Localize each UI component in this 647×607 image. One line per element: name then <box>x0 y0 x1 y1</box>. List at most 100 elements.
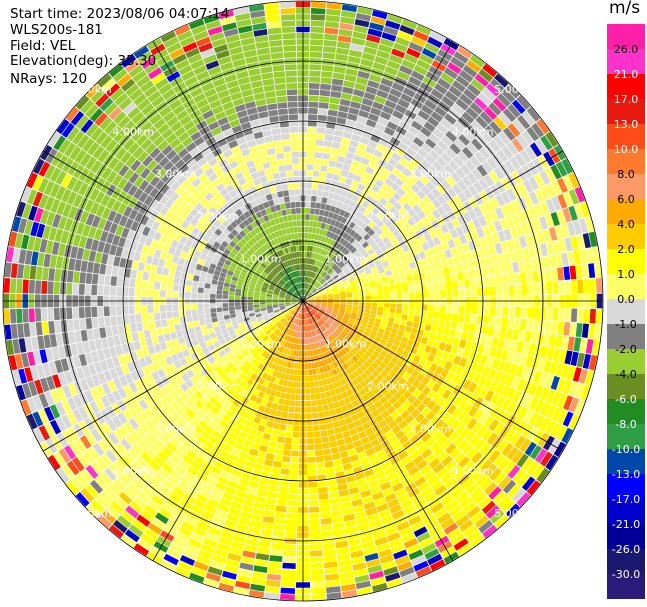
velocity-gate <box>84 199 95 213</box>
velocity-gate <box>314 437 322 444</box>
velocity-gate <box>308 369 313 376</box>
velocity-gate <box>315 139 324 147</box>
velocity-gate <box>198 549 213 560</box>
velocity-gate <box>295 394 301 401</box>
velocity-gate <box>594 324 602 340</box>
velocity-gate <box>22 203 32 219</box>
velocity-gate <box>299 307 302 313</box>
velocity-gate <box>79 435 92 449</box>
velocity-gate <box>68 205 78 220</box>
velocity-gate <box>489 121 502 135</box>
velocity-gate <box>262 516 275 524</box>
velocity-gate <box>479 236 489 248</box>
velocity-gate <box>319 423 327 431</box>
velocity-gate <box>441 241 450 251</box>
velocity-gate <box>287 494 298 501</box>
velocity-gate <box>295 305 300 311</box>
velocity-gate <box>103 348 112 360</box>
velocity-gate <box>70 246 79 259</box>
velocity-gate <box>320 203 326 210</box>
velocity-gate <box>223 346 231 354</box>
velocity-gate <box>399 566 415 578</box>
velocity-gate <box>360 103 372 113</box>
velocity-gate <box>310 208 315 215</box>
velocity-gate <box>92 442 105 457</box>
velocity-gate <box>424 99 437 111</box>
velocity-gate <box>239 259 247 265</box>
velocity-gate <box>347 422 356 430</box>
velocity-gate <box>181 520 195 532</box>
velocity-gate <box>222 374 230 382</box>
velocity-gate <box>364 340 372 347</box>
velocity-gate <box>131 332 139 342</box>
velocity-gate <box>462 322 470 332</box>
velocity-gate <box>137 439 149 451</box>
velocity-gate <box>306 425 313 432</box>
velocity-gate <box>471 451 483 464</box>
velocity-gate <box>115 442 127 455</box>
velocity-gate <box>488 276 496 286</box>
velocity-gate <box>356 280 363 285</box>
velocity-gate <box>372 350 380 358</box>
velocity-gate <box>284 299 291 301</box>
velocity-gate <box>588 324 596 339</box>
velocity-gate <box>314 292 320 296</box>
velocity-gate <box>107 380 117 392</box>
velocity-gate <box>524 441 537 457</box>
velocity-gate <box>365 474 377 483</box>
velocity-gate <box>502 127 516 141</box>
velocity-gate <box>185 285 192 292</box>
velocity-gate <box>216 410 225 419</box>
velocity-gate <box>351 355 359 363</box>
velocity-gate <box>236 285 243 290</box>
velocity-gate <box>392 364 401 373</box>
velocity-gate <box>455 263 463 273</box>
velocity-gate <box>308 304 313 309</box>
velocity-gate <box>337 284 344 289</box>
velocity-gate <box>133 543 150 556</box>
velocity-gate <box>309 375 314 382</box>
velocity-gate <box>305 319 308 326</box>
velocity-gate <box>72 130 85 145</box>
velocity-gate <box>218 396 227 405</box>
velocity-gate <box>466 418 478 430</box>
velocity-gate <box>91 317 99 329</box>
velocity-gate <box>64 218 74 232</box>
velocity-gate <box>141 305 148 314</box>
velocity-gate <box>341 391 349 399</box>
velocity-gate <box>193 440 204 450</box>
velocity-gate <box>273 306 279 310</box>
velocity-gate <box>432 462 445 474</box>
velocity-gate <box>437 396 447 407</box>
velocity-gate <box>211 554 227 564</box>
velocity-gate <box>121 363 130 375</box>
velocity-gate <box>359 136 370 145</box>
velocity-gate <box>336 117 347 125</box>
velocity-gate <box>321 530 334 538</box>
velocity-gate <box>451 103 465 116</box>
velocity-gate <box>445 147 457 159</box>
velocity-gate <box>415 334 423 343</box>
velocity-gate <box>308 101 319 108</box>
velocity-gate <box>402 309 409 315</box>
velocity-gate <box>307 292 312 297</box>
velocity-gate <box>309 258 313 265</box>
velocity-gate <box>210 233 219 241</box>
velocity-gate <box>449 363 459 374</box>
velocity-gate <box>340 169 349 178</box>
velocity-gate <box>113 477 127 491</box>
velocity-gate <box>308 344 312 350</box>
velocity-gate <box>371 232 379 240</box>
velocity-gate <box>448 328 456 338</box>
velocity-gate <box>345 442 355 451</box>
velocity-gate <box>526 126 540 142</box>
velocity-gate <box>461 414 473 426</box>
velocity-gate <box>91 284 98 296</box>
velocity-gate <box>324 371 330 379</box>
velocity-gate <box>279 346 284 353</box>
velocity-gate <box>351 400 360 408</box>
velocity-gate <box>306 291 311 297</box>
velocity-gate <box>335 367 342 374</box>
velocity-gate <box>312 349 316 356</box>
velocity-gate <box>113 160 125 174</box>
